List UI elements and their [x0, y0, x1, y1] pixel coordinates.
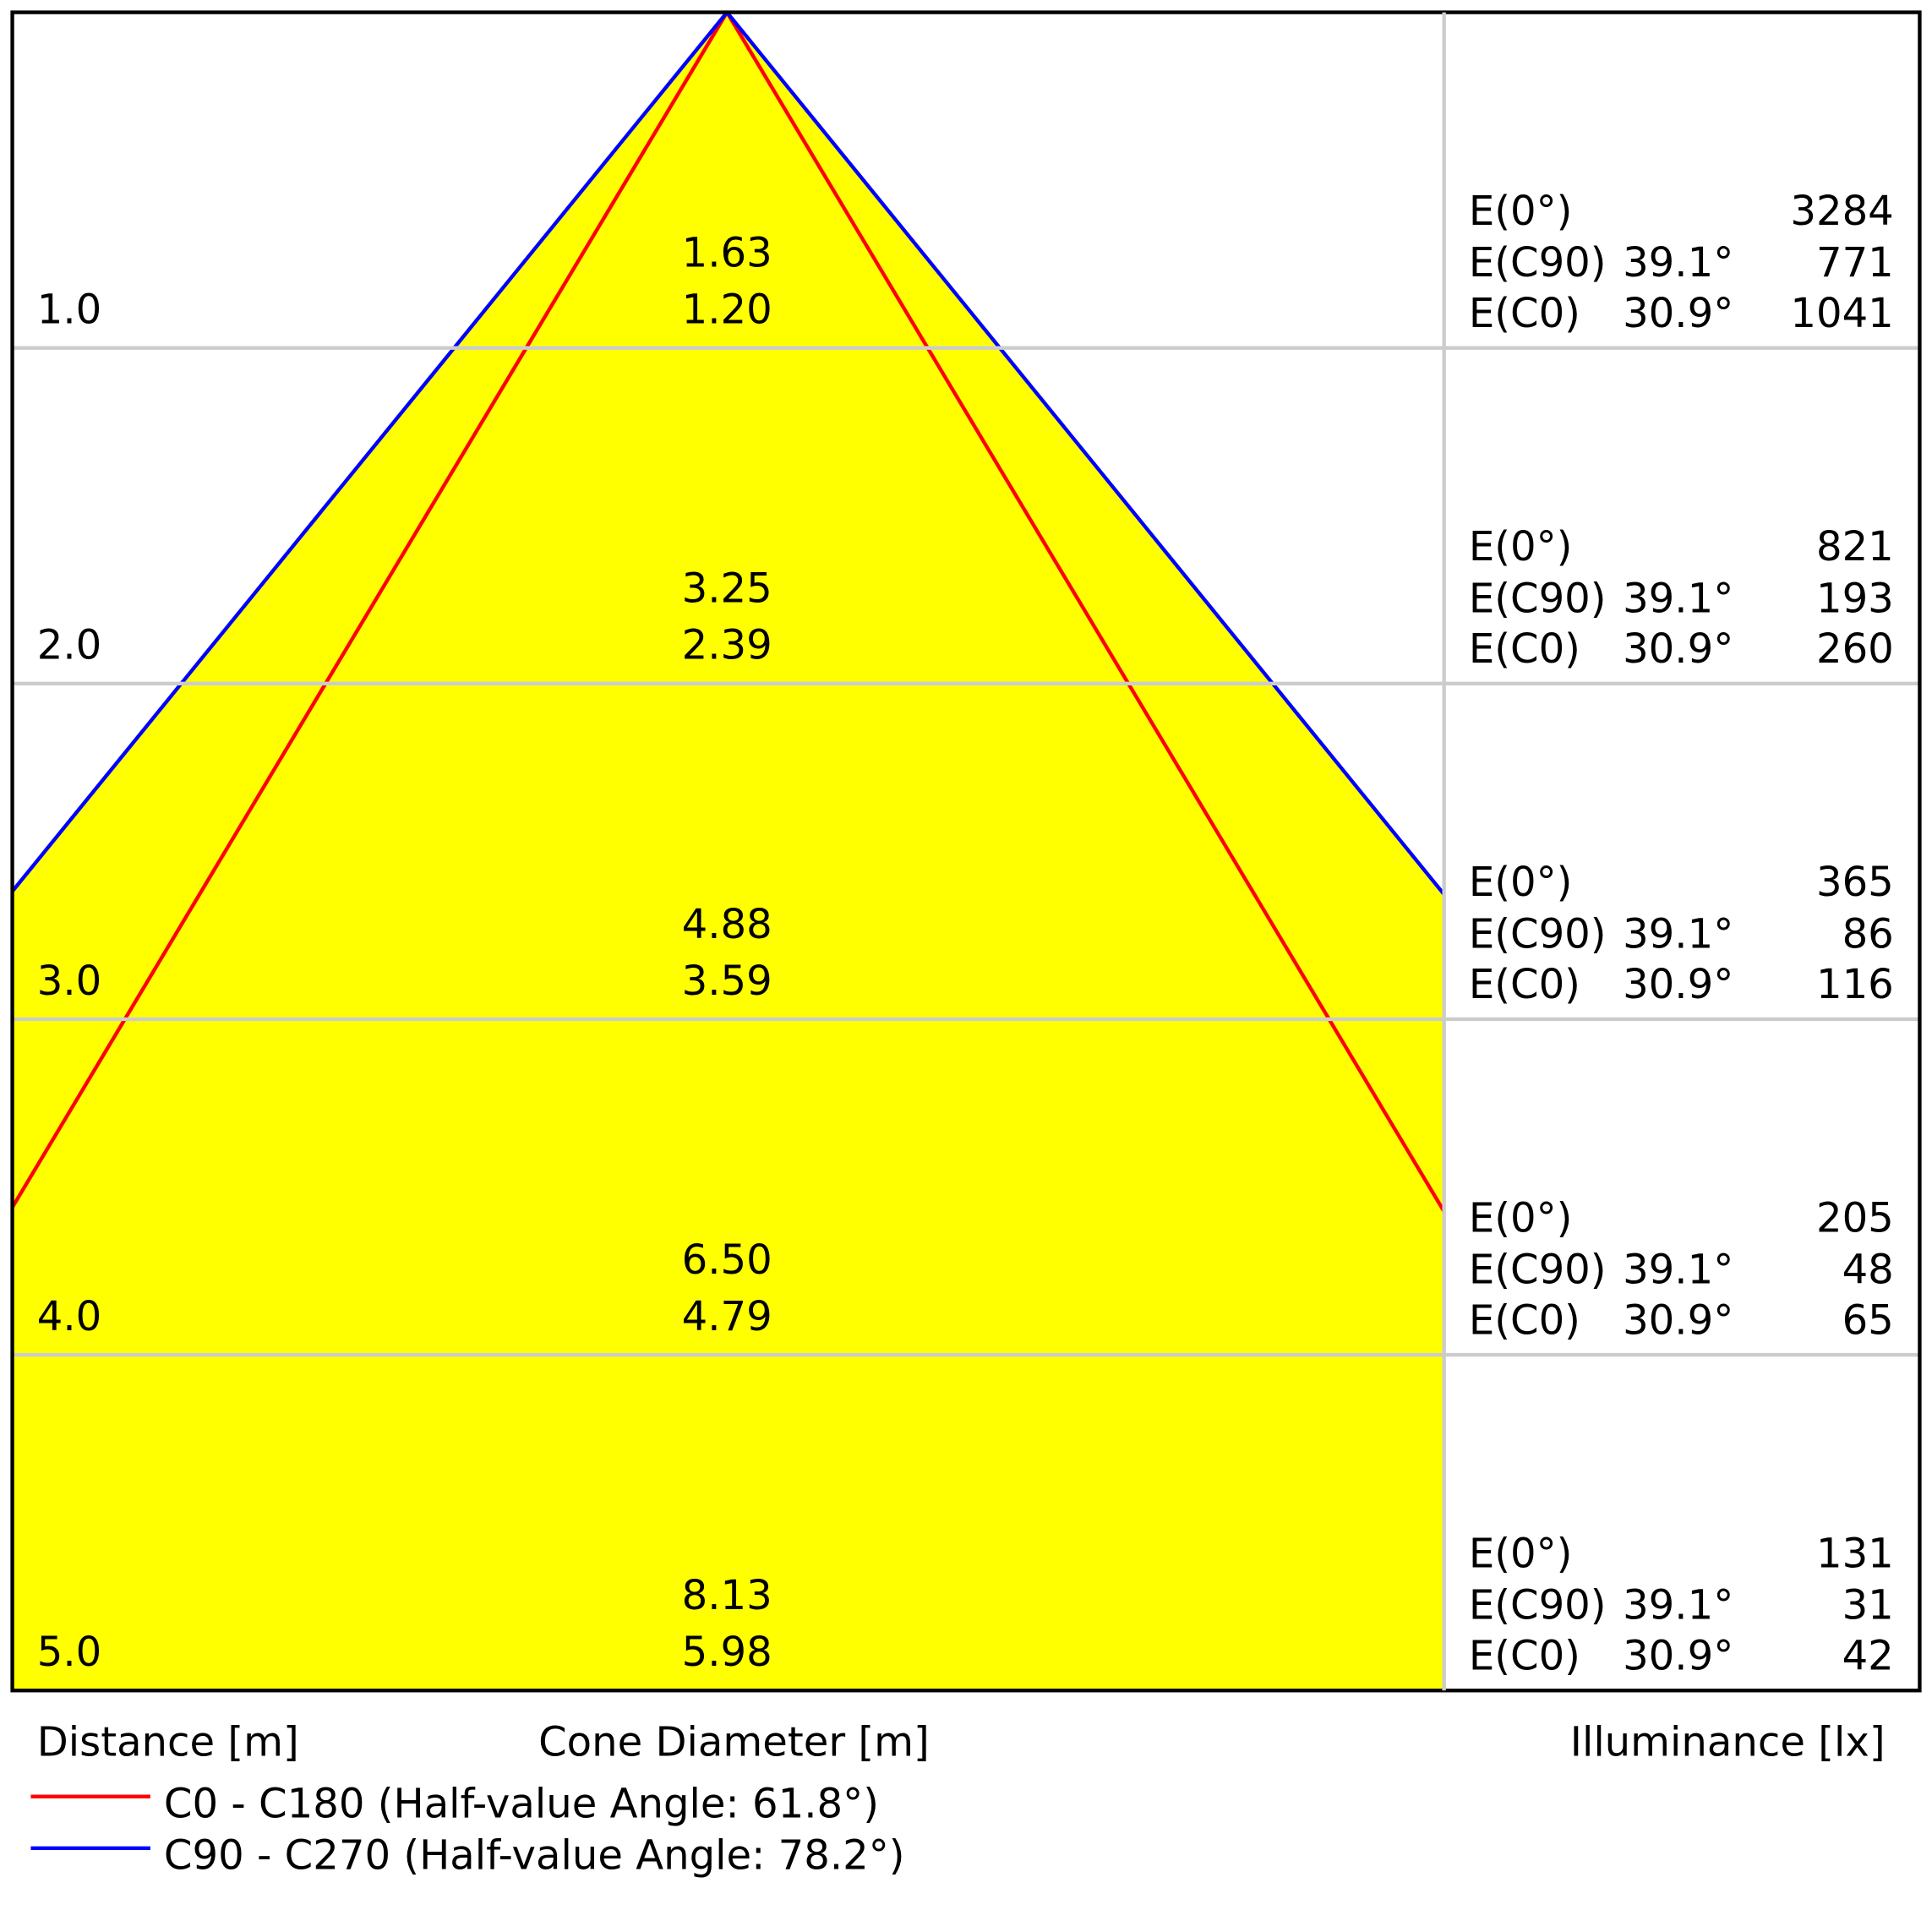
diameter-c90: 4.88: [682, 901, 772, 948]
illum-value: 260: [1816, 625, 1894, 673]
illum-value: 771: [1816, 239, 1894, 287]
illuminance-label: Illuminance [lx]: [1570, 1719, 1886, 1766]
illum-label: E(C90): [1469, 575, 1607, 622]
illum-label: E(C90): [1469, 1582, 1607, 1629]
illum-label: E(0°): [1469, 1194, 1573, 1242]
illum-angle: 30.9°: [1623, 625, 1733, 673]
diameter-c90: 3.25: [682, 565, 772, 613]
illum-angle: 39.1°: [1623, 575, 1733, 622]
illum-label: E(C0): [1469, 1632, 1580, 1679]
frame: [10, 10, 1922, 1693]
illum-label: E(C90): [1469, 910, 1607, 958]
diameter-c0: 2.39: [682, 622, 772, 669]
illum-value: 131: [1816, 1530, 1894, 1577]
illum-angle: 30.9°: [1623, 1296, 1733, 1344]
illum-label: E(C0): [1469, 1296, 1580, 1344]
illum-label: E(0°): [1469, 859, 1573, 906]
illum-value: 48: [1842, 1247, 1894, 1294]
illum-value: 1041: [1790, 290, 1893, 337]
distance: 4.0: [37, 1293, 102, 1340]
illum-label: E(C90): [1469, 239, 1607, 287]
illum-angle: 30.9°: [1623, 290, 1733, 337]
illum-label: E(0°): [1469, 523, 1573, 570]
diameter-c0: 4.79: [682, 1293, 772, 1340]
illum-label: E(C0): [1469, 961, 1580, 1008]
grid: [12, 346, 1920, 1357]
diameter-c0: 3.59: [682, 958, 772, 1005]
illum-angle: 39.1°: [1623, 239, 1733, 287]
legend-label: C90 - C270 (Half-value Angle: 78.2°): [164, 1832, 905, 1880]
cone-label: Cone Diameter [m]: [538, 1719, 930, 1766]
illum-value: 365: [1816, 859, 1894, 906]
diameter-c90: 1.63: [682, 229, 772, 276]
cone-fill: [12, 12, 1444, 1691]
illum-label: E(0°): [1469, 188, 1573, 235]
labels: 1.0 1.63 1.20 E(0°) 3284 E(C90) 39.1° 771 E(C0) 3…: [30, 188, 1894, 1880]
legend-label: C0 - C180 (Half-value Angle: 61.8°): [164, 1780, 879, 1827]
illum-value: 31: [1842, 1582, 1894, 1629]
illum-label: E(0°): [1469, 1530, 1573, 1577]
illum-label: E(C0): [1469, 290, 1580, 337]
distance-label: Distance [m]: [37, 1719, 299, 1766]
illum-value: 821: [1816, 523, 1894, 570]
illum-angle: 30.9°: [1623, 1632, 1733, 1679]
illum-label: E(C90): [1469, 1247, 1607, 1294]
c0-line: [12, 12, 1444, 1215]
illum-value: 3284: [1790, 188, 1893, 235]
illum-value: 65: [1842, 1296, 1894, 1344]
diameter-c90: 6.50: [682, 1236, 772, 1284]
diameter-c90: 8.13: [682, 1572, 772, 1619]
cone-area: [12, 12, 1444, 1691]
distance: 3.0: [37, 958, 102, 1005]
diameter-c0: 1.20: [682, 287, 772, 334]
diameter-c0: 5.98: [682, 1629, 772, 1676]
distance: 1.0: [37, 287, 102, 334]
illum-angle: 39.1°: [1623, 1247, 1733, 1294]
illum-value: 116: [1816, 961, 1894, 1008]
illum-value: 205: [1816, 1194, 1894, 1242]
illum-value: 193: [1816, 575, 1894, 622]
distance: 5.0: [37, 1629, 102, 1676]
illum-value: 42: [1842, 1632, 1894, 1679]
illum-value: 86: [1842, 910, 1894, 958]
distance: 2.0: [37, 622, 102, 669]
illum-angle: 39.1°: [1623, 1582, 1733, 1629]
illum-angle: 39.1°: [1623, 910, 1733, 958]
illum-angle: 30.9°: [1623, 961, 1733, 1008]
illum-label: E(C0): [1469, 625, 1580, 673]
